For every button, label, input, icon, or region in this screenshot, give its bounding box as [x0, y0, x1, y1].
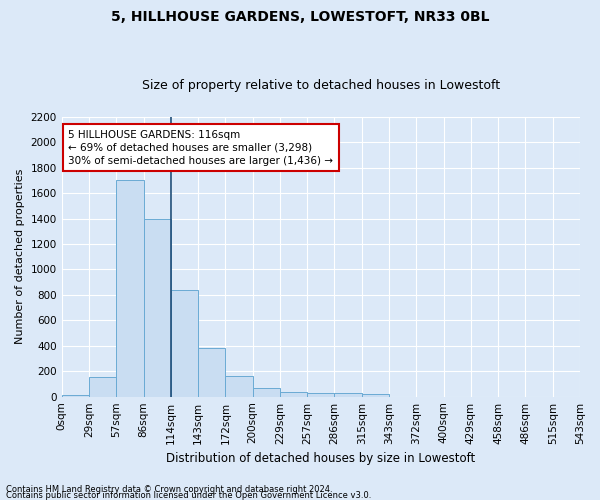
Text: Contains HM Land Registry data © Crown copyright and database right 2024.: Contains HM Land Registry data © Crown c… [6, 484, 332, 494]
Text: 5 HILLHOUSE GARDENS: 116sqm
← 69% of detached houses are smaller (3,298)
30% of : 5 HILLHOUSE GARDENS: 116sqm ← 69% of det… [68, 130, 334, 166]
Text: 5, HILLHOUSE GARDENS, LOWESTOFT, NR33 0BL: 5, HILLHOUSE GARDENS, LOWESTOFT, NR33 0B… [111, 10, 489, 24]
Bar [226, 376, 253, 396]
Bar [334, 393, 362, 396]
Title: Size of property relative to detached houses in Lowestoft: Size of property relative to detached ho… [142, 79, 500, 92]
Bar [280, 392, 307, 396]
X-axis label: Distribution of detached houses by size in Lowestoft: Distribution of detached houses by size … [166, 452, 475, 465]
Bar [116, 180, 143, 396]
Bar [89, 377, 116, 396]
Bar [253, 388, 280, 396]
Y-axis label: Number of detached properties: Number of detached properties [15, 169, 25, 344]
Text: Contains public sector information licensed under the Open Government Licence v3: Contains public sector information licen… [6, 491, 371, 500]
Bar [307, 393, 334, 396]
Bar [62, 395, 89, 396]
Bar [198, 348, 226, 397]
Bar [362, 394, 389, 396]
Bar [171, 290, 198, 397]
Bar [143, 218, 171, 396]
